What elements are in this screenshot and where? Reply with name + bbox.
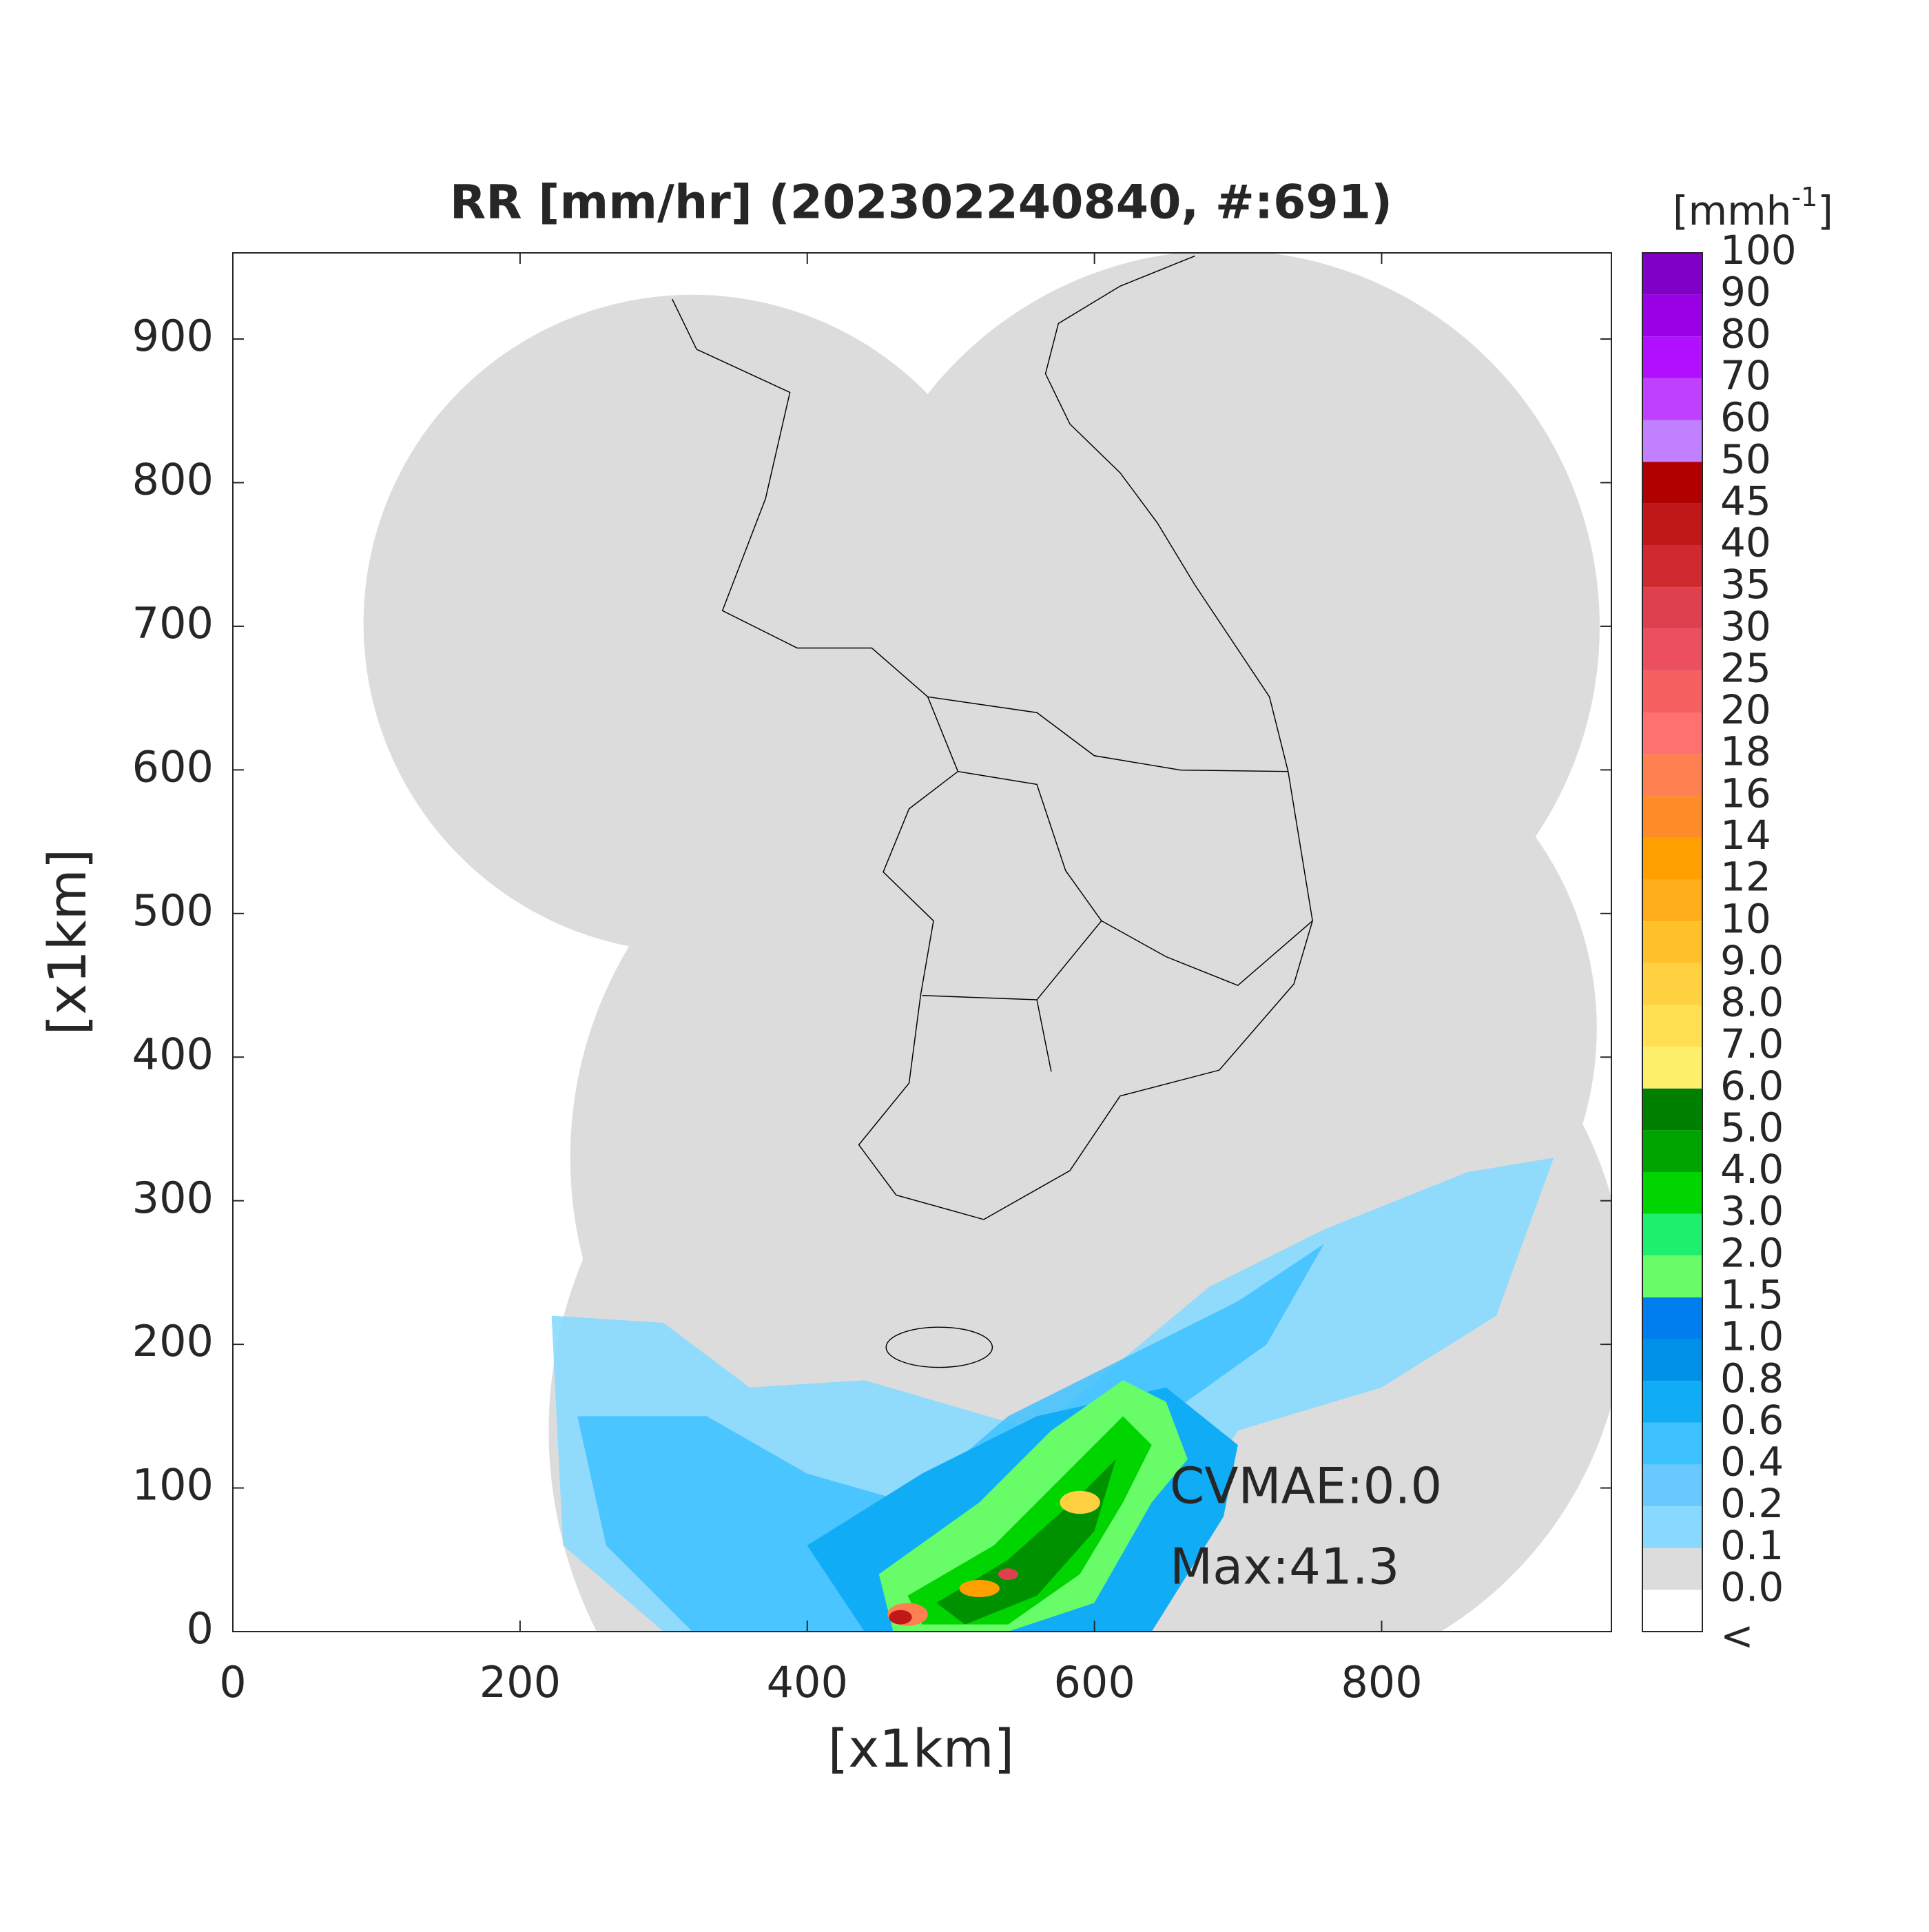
colorbar-segment (1642, 1005, 1702, 1047)
colorbar-label: 100 (1720, 227, 1797, 274)
y-tick-label: 400 (132, 1029, 214, 1079)
colorbar-label: 7.0 (1720, 1020, 1784, 1067)
colorbar-label: 0.0 (1720, 1563, 1784, 1610)
colorbar-segment (1642, 1130, 1702, 1172)
y-tick-label: 800 (132, 455, 214, 505)
y-tick-label: 0 (187, 1603, 214, 1654)
coastline (672, 255, 1313, 1368)
annotation: Max:41.3 (1170, 1538, 1399, 1596)
title: RR [mm/hr] (202302240840, #:691) (450, 176, 1392, 230)
colorbar-segment (1642, 1339, 1702, 1381)
axes-frame (232, 252, 1612, 1632)
colorbar-label: 0.6 (1720, 1397, 1784, 1443)
colorbar-label: 45 (1720, 477, 1771, 524)
y-tick-label: 700 (132, 598, 214, 648)
colorbar-segment (1642, 837, 1702, 880)
colorbar-segment (1642, 545, 1702, 588)
x-tick-label: 200 (479, 1657, 561, 1707)
precipitation (551, 1158, 1554, 1632)
x-tick-label: 600 (1053, 1657, 1135, 1707)
y-axis-label: [x1km] (37, 849, 98, 1036)
colorbar-label: 1.0 (1720, 1313, 1784, 1360)
colorbar-segment (1642, 712, 1702, 754)
colorbar-label: 2.0 (1720, 1229, 1784, 1276)
colorbar-label: 9.0 (1720, 937, 1784, 984)
colorbar-label: 25 (1720, 644, 1771, 691)
colorbar-label: 0.2 (1720, 1480, 1784, 1527)
colorbar-segment (1642, 1590, 1702, 1632)
colorbar-label: 14 (1720, 812, 1771, 859)
colorbar-segment (1642, 503, 1702, 546)
colorbar-label: 12 (1720, 854, 1771, 901)
y-tick-label: 100 (132, 1460, 214, 1510)
colorbar-label: 5.0 (1720, 1104, 1784, 1151)
colorbar-segment (1642, 378, 1702, 420)
colorbar-label: 20 (1720, 686, 1771, 733)
colorbar-label: 10 (1720, 895, 1771, 942)
colorbar-label: 0.1 (1720, 1522, 1784, 1569)
colorbar-segment (1642, 921, 1702, 963)
colorbar-label: 30 (1720, 603, 1771, 650)
colorbar-segment (1642, 628, 1702, 671)
colorbar-segment (1642, 420, 1702, 462)
colorbar-segment (1642, 1088, 1702, 1131)
colorbar-label: 50 (1720, 435, 1771, 482)
radar-field (363, 253, 1611, 1632)
colorbar-segment (1642, 1381, 1702, 1423)
colorbar-segment (1642, 253, 1702, 295)
colorbar-label: 60 (1720, 394, 1771, 441)
colorbar-label: 1.5 (1720, 1271, 1784, 1318)
colorbar-segment (1642, 1255, 1702, 1297)
colorbar-segment (1642, 462, 1702, 504)
colorbar-label: 0.4 (1720, 1439, 1784, 1486)
colorbar-label: 35 (1720, 561, 1771, 608)
colorbar-segment (1642, 1047, 1702, 1089)
colorbar-segment (1642, 963, 1702, 1005)
colorbar-segment (1642, 879, 1702, 922)
colorbar-label: < (1720, 1612, 1754, 1659)
colorbar-segment (1642, 670, 1702, 712)
y-tick-label: 300 (132, 1173, 214, 1223)
colorbar-segment (1642, 294, 1702, 337)
colorbar-segment (1642, 587, 1702, 629)
x-tick-label: 800 (1341, 1657, 1422, 1707)
colorbar-segment (1642, 336, 1702, 378)
colorbar-segment (1642, 796, 1702, 838)
unit-superscript: -1 (1791, 182, 1817, 212)
colorbar-label: 3.0 (1720, 1188, 1784, 1235)
x-axis-label: [x1km] (828, 1718, 1015, 1779)
colorbar-label: 8.0 (1720, 979, 1784, 1026)
colorbar-segment (1642, 1506, 1702, 1548)
colorbar-label: 40 (1720, 520, 1771, 566)
colorbar-segment (1642, 1297, 1702, 1339)
unit-close: ] (1817, 187, 1833, 234)
colorbar-label: 4.0 (1720, 1146, 1784, 1193)
colorbar-segment (1642, 1172, 1702, 1214)
colorbar-segment (1642, 1422, 1702, 1465)
colorbar-label: 18 (1720, 728, 1771, 775)
colorbar-segment (1642, 1213, 1702, 1256)
colorbar-label: 16 (1720, 770, 1771, 816)
x-tick-label: 400 (767, 1657, 848, 1707)
x-tick-label: 0 (219, 1657, 246, 1707)
colorbar-segment (1642, 1548, 1702, 1590)
annotation: CVMAE:0.0 (1170, 1457, 1442, 1515)
colorbar-label: 0.8 (1720, 1355, 1784, 1401)
colorbar-label: 6.0 (1720, 1062, 1784, 1109)
y-tick-label: 500 (132, 885, 214, 936)
colorbar-label: 70 (1720, 352, 1771, 399)
unit-base: [mmh (1673, 187, 1791, 234)
colorbar-frame (1642, 252, 1703, 1632)
colorbar-label: 90 (1720, 269, 1771, 316)
colorbar-segment (1642, 1464, 1702, 1507)
colorbar-segment (1642, 754, 1702, 797)
y-tick-label: 200 (132, 1316, 214, 1366)
colorbar-label: 80 (1720, 310, 1771, 357)
y-tick-label: 600 (132, 741, 214, 792)
y-tick-label: 900 (132, 311, 214, 361)
colorbar-unit: [mmh-1] (1673, 182, 1833, 235)
